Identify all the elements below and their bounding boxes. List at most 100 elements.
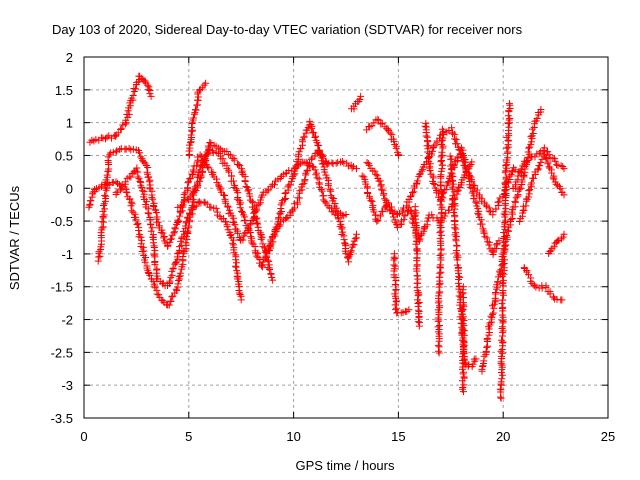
data-point <box>423 133 430 140</box>
data-point <box>232 256 239 263</box>
data-point <box>101 192 108 199</box>
data-point <box>435 315 442 322</box>
x-tick-label: 0 <box>80 429 87 444</box>
data-point <box>315 179 322 186</box>
data-point <box>436 350 443 357</box>
data-point <box>501 242 508 249</box>
data-point <box>276 209 283 216</box>
data-point <box>339 158 346 165</box>
x-axis-label: GPS time / hours <box>296 458 395 473</box>
y-axis: 2 1.5 1 0.5 0 -0.5 -1 -1.5 -2 -2.5 -3 -3.5 <box>51 50 608 426</box>
data-point <box>145 210 152 217</box>
data-point <box>489 311 496 318</box>
data-point <box>229 240 236 247</box>
data-point <box>436 288 443 295</box>
data-point <box>438 153 445 160</box>
y-tick-label: -3.5 <box>51 411 73 426</box>
data-point <box>505 120 512 127</box>
data-point <box>391 255 398 262</box>
data-point <box>558 296 565 303</box>
data-point <box>498 360 505 367</box>
data-point <box>436 322 443 329</box>
data-point <box>502 205 509 212</box>
data-point <box>258 236 265 243</box>
data-point <box>333 160 340 167</box>
data-point <box>498 375 505 382</box>
data-point <box>282 190 289 197</box>
y-tick-label: 2 <box>66 50 73 65</box>
data-point <box>440 143 447 150</box>
data-point <box>137 153 144 160</box>
data-point <box>159 297 166 304</box>
data-point <box>505 108 512 115</box>
data-point <box>104 134 111 141</box>
data-point <box>453 136 460 143</box>
data-point <box>492 289 499 296</box>
data-point <box>233 264 240 271</box>
x-axis: 0 5 10 15 20 25 <box>80 57 615 444</box>
data-point <box>128 207 135 214</box>
data-point <box>174 250 181 257</box>
data-point <box>499 297 506 304</box>
data-point <box>474 210 481 217</box>
data-point <box>238 296 245 303</box>
x-tick-label: 5 <box>185 429 192 444</box>
data-point <box>357 93 364 100</box>
data-point <box>135 175 142 182</box>
data-point <box>536 162 543 169</box>
data-point <box>232 263 239 270</box>
data-point <box>503 145 510 152</box>
data-point <box>151 252 158 259</box>
y-tick-label: 0.5 <box>55 148 73 163</box>
data-point <box>479 221 486 228</box>
data-point <box>530 175 537 182</box>
data-point <box>175 277 182 284</box>
data-point <box>484 335 491 342</box>
data-point <box>149 224 156 231</box>
data-point <box>415 291 422 298</box>
data-point <box>492 295 499 302</box>
data-point <box>268 271 275 278</box>
x-tick-label: 15 <box>391 429 405 444</box>
data-point <box>134 221 141 228</box>
data-point <box>502 202 509 209</box>
data-point <box>101 211 108 218</box>
data-point <box>435 342 442 349</box>
y-tick-label: 0 <box>66 181 73 196</box>
data-point <box>494 278 501 285</box>
data-point <box>372 171 379 178</box>
y-tick-label: -3 <box>61 378 73 393</box>
y-tick-label: -2.5 <box>51 345 73 360</box>
y-tick-label: -1 <box>61 247 73 262</box>
data-point <box>448 169 455 176</box>
data-point <box>258 234 265 241</box>
data-point <box>87 197 94 204</box>
y-tick-label: 1.5 <box>55 83 73 98</box>
data-point <box>424 142 431 149</box>
data-point <box>460 370 467 377</box>
data-point <box>439 152 446 159</box>
data-point <box>202 80 209 87</box>
x-tick-label: 25 <box>601 429 615 444</box>
data-point <box>247 233 254 240</box>
data-point <box>436 270 443 277</box>
data-point <box>168 235 175 242</box>
data-point <box>237 291 244 298</box>
y-axis-label: SDTVAR / TECUs <box>7 185 22 290</box>
data-point <box>453 237 460 244</box>
data-point <box>266 266 273 273</box>
y-tick-label: 1 <box>66 116 73 131</box>
data-point <box>312 171 319 178</box>
data-point <box>439 162 446 169</box>
data-point <box>507 216 514 223</box>
data-point <box>155 219 162 226</box>
y-tick-label: -0.5 <box>51 214 73 229</box>
data-point <box>495 198 502 205</box>
data-point <box>98 218 105 225</box>
data-point <box>159 230 166 237</box>
data-point <box>146 178 153 185</box>
x-tick-label: 10 <box>286 429 300 444</box>
data-point <box>424 138 431 145</box>
data-point <box>447 153 454 160</box>
y-tick-label: -2 <box>61 313 73 328</box>
